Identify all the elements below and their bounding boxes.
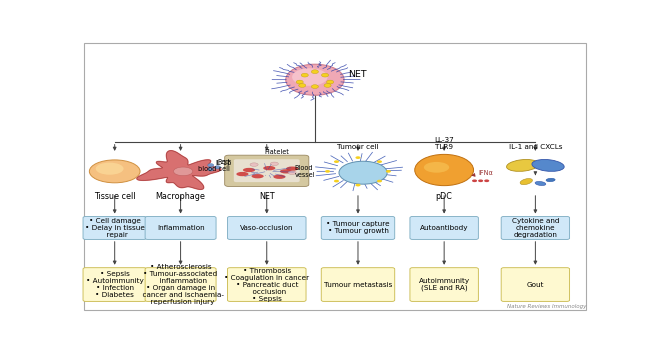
Ellipse shape	[532, 160, 564, 172]
Circle shape	[296, 80, 303, 84]
Ellipse shape	[270, 162, 279, 166]
Circle shape	[325, 170, 330, 173]
Text: Inflammation: Inflammation	[157, 225, 205, 231]
Ellipse shape	[288, 171, 296, 174]
Circle shape	[377, 180, 382, 182]
Text: IFNα: IFNα	[472, 170, 493, 176]
FancyBboxPatch shape	[501, 268, 570, 301]
Text: Autoimmunity
(SLE and RA): Autoimmunity (SLE and RA)	[419, 278, 470, 291]
Text: Tissue cell: Tissue cell	[94, 193, 135, 201]
Circle shape	[324, 84, 331, 88]
Ellipse shape	[546, 178, 555, 182]
Ellipse shape	[273, 175, 286, 179]
Ellipse shape	[292, 68, 328, 86]
Circle shape	[299, 84, 306, 88]
FancyBboxPatch shape	[234, 159, 300, 182]
Text: NET: NET	[259, 193, 275, 201]
Ellipse shape	[424, 162, 449, 173]
FancyBboxPatch shape	[321, 217, 395, 239]
Ellipse shape	[520, 178, 532, 185]
Circle shape	[334, 180, 339, 182]
Circle shape	[415, 154, 473, 186]
Text: Platelet: Platelet	[264, 149, 289, 155]
FancyBboxPatch shape	[83, 217, 146, 239]
Circle shape	[208, 168, 214, 171]
Text: • Atherosclerosis
• Tumour-associated
  inflammation
• Organ damage in
  cancer : • Atherosclerosis • Tumour-associated in…	[137, 264, 224, 305]
Ellipse shape	[339, 161, 387, 184]
Text: NET: NET	[348, 70, 366, 79]
FancyBboxPatch shape	[321, 268, 395, 301]
FancyBboxPatch shape	[501, 217, 570, 239]
Text: IL-1β: IL-1β	[209, 160, 232, 168]
FancyBboxPatch shape	[83, 268, 146, 301]
Ellipse shape	[507, 160, 539, 172]
Ellipse shape	[243, 168, 255, 172]
Text: Autoantibody: Autoantibody	[420, 225, 468, 231]
Ellipse shape	[252, 174, 264, 178]
Ellipse shape	[286, 167, 298, 171]
Circle shape	[311, 85, 318, 89]
Text: • Sepsis
• Autoimmunity
• Infection
• Diabetes: • Sepsis • Autoimmunity • Infection • Di…	[86, 271, 144, 298]
Circle shape	[326, 80, 334, 84]
Text: • Thrombosis
• Coagulation in cancer
• Pancreatic duct
  occlusion
• Sepsis: • Thrombosis • Coagulation in cancer • P…	[224, 267, 309, 302]
FancyBboxPatch shape	[228, 268, 306, 301]
Ellipse shape	[263, 166, 275, 170]
Text: Vaso-occlusion: Vaso-occlusion	[240, 225, 294, 231]
Text: • Cell damage
• Delay in tissue
  repair: • Cell damage • Delay in tissue repair	[85, 218, 145, 238]
Ellipse shape	[280, 169, 292, 174]
Polygon shape	[137, 151, 221, 189]
Circle shape	[356, 184, 360, 187]
Text: Tumour cell: Tumour cell	[337, 144, 379, 150]
Ellipse shape	[173, 167, 193, 176]
Text: Nature Reviews Immunology: Nature Reviews Immunology	[507, 304, 586, 309]
FancyBboxPatch shape	[84, 43, 586, 310]
Circle shape	[386, 170, 391, 173]
Text: Red
blood cell: Red blood cell	[198, 160, 230, 173]
Circle shape	[215, 166, 220, 169]
Ellipse shape	[90, 160, 140, 183]
Circle shape	[322, 73, 328, 77]
Ellipse shape	[95, 163, 124, 175]
FancyBboxPatch shape	[145, 217, 216, 239]
Circle shape	[356, 156, 360, 159]
Text: Tumour metastasis: Tumour metastasis	[324, 281, 392, 288]
Circle shape	[484, 180, 489, 182]
FancyBboxPatch shape	[145, 268, 216, 301]
Text: Blood
vessel: Blood vessel	[294, 165, 315, 178]
Ellipse shape	[286, 64, 344, 95]
Circle shape	[472, 180, 477, 182]
Circle shape	[377, 160, 382, 163]
Ellipse shape	[535, 181, 546, 186]
Ellipse shape	[250, 163, 258, 166]
Text: LL-37
TLR9: LL-37 TLR9	[434, 137, 454, 150]
Circle shape	[301, 73, 308, 77]
FancyBboxPatch shape	[410, 268, 478, 301]
Text: Macrophage: Macrophage	[156, 193, 205, 201]
Text: pDC: pDC	[436, 193, 453, 201]
Ellipse shape	[236, 172, 249, 176]
Circle shape	[311, 70, 318, 74]
FancyBboxPatch shape	[228, 217, 306, 239]
Text: Cytokine and
chemokine
degradation: Cytokine and chemokine degradation	[511, 218, 559, 238]
FancyBboxPatch shape	[410, 217, 478, 239]
Circle shape	[208, 163, 214, 167]
FancyBboxPatch shape	[225, 155, 309, 187]
Circle shape	[478, 180, 483, 182]
Circle shape	[334, 160, 339, 163]
Text: • Tumour capture
• Tumour growth: • Tumour capture • Tumour growth	[326, 222, 390, 235]
Text: IL-1 and CXCLs: IL-1 and CXCLs	[509, 144, 562, 150]
Text: Gout: Gout	[526, 281, 544, 288]
